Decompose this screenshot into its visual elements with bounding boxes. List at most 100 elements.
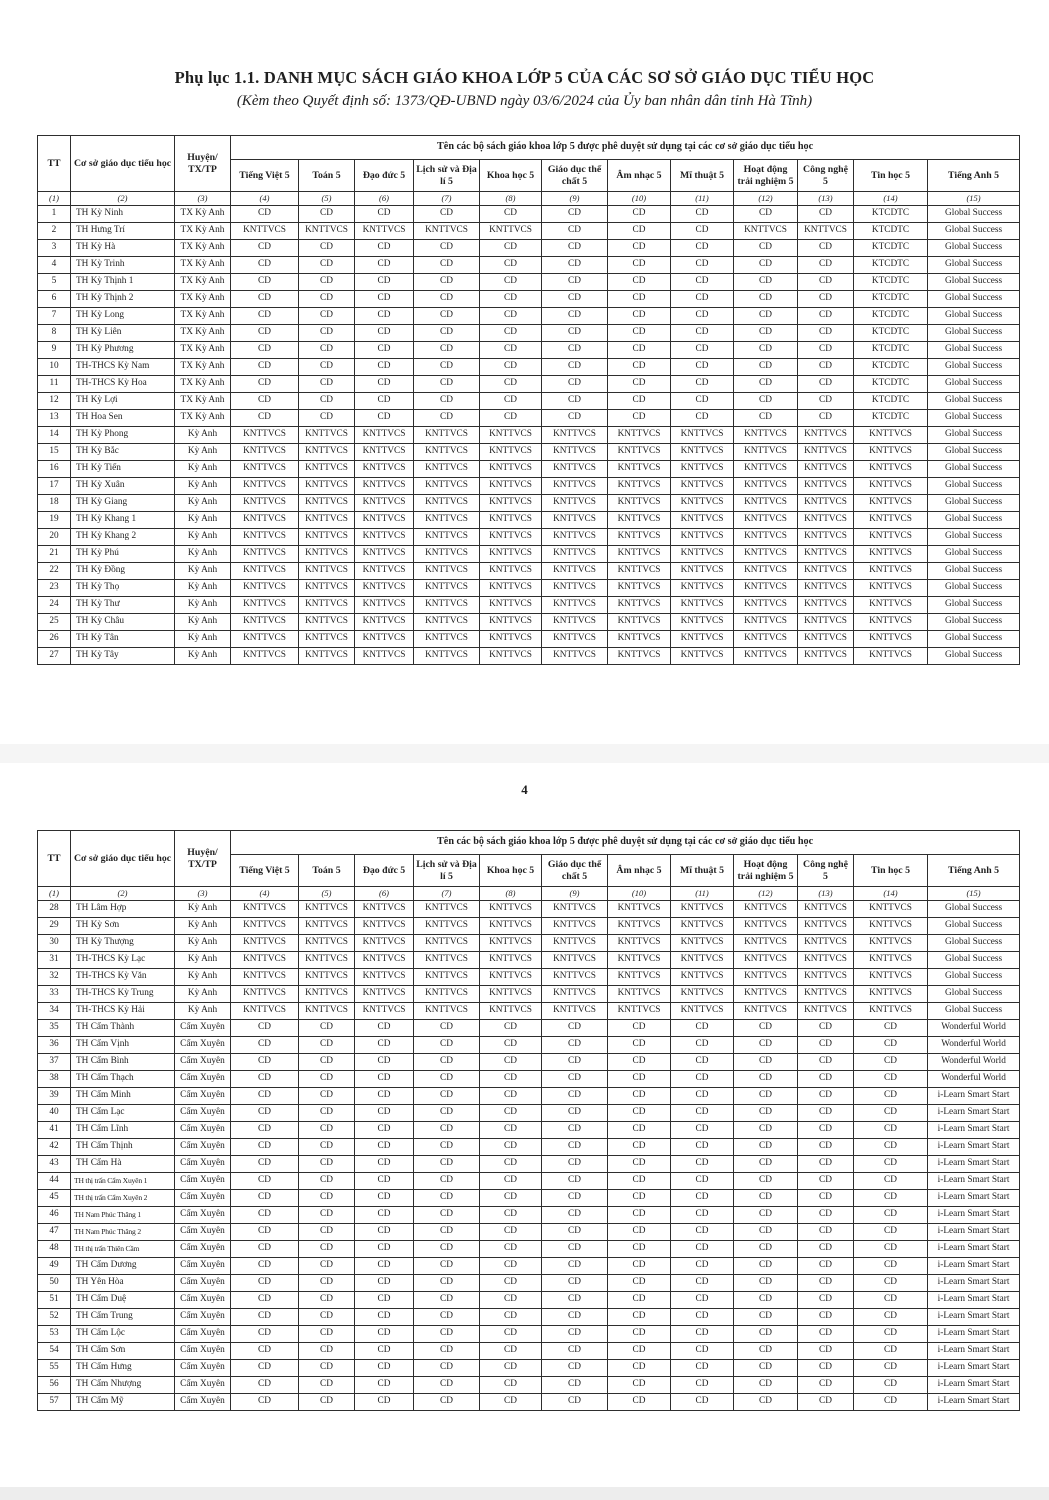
table-row: 27 TH Kỳ Tây Kỳ Anh KNTTVCS KNTTVCS KNTTVCS KN… <box>37 647 1021 665</box>
cell-district: TX Kỳ Anh <box>174 256 231 274</box>
cell-book-series: CD <box>354 290 414 308</box>
cell-book-series: CD <box>853 1087 928 1105</box>
cell-school-name: TH Hoa Sen <box>70 409 175 427</box>
cell-book-series: CD <box>607 1070 671 1088</box>
cell-book-series: CD <box>479 1019 542 1037</box>
cell-book-series: CD <box>607 1325 671 1343</box>
table-row: 28 TH Lâm Hợp Kỳ Anh KNTTVCS KNTTVCS KNTTVCS K… <box>37 900 1021 918</box>
cell-book-series: KNTTVCS <box>298 985 355 1003</box>
cell-school-name: TH Cẩm Bình <box>70 1053 175 1071</box>
cell-book-series: Global Success <box>926 934 1021 952</box>
cell-school-name: TH Kỳ Thọ <box>70 579 175 597</box>
cell-book-series: KNTTVCS <box>479 494 542 512</box>
cell-book-series: CD <box>670 1274 734 1292</box>
cell-book-series: KNTTVCS <box>413 528 480 546</box>
cell-book-series: CD <box>541 358 608 376</box>
cell-book-series: Global Success <box>926 358 1021 376</box>
cell-book-series: CD <box>479 358 542 376</box>
cell-book-series: CD <box>354 1189 414 1207</box>
cell-book-series: Global Success <box>926 1002 1021 1020</box>
cell-book-series: CD <box>797 1359 854 1377</box>
cell-book-series: KNTTVCS <box>853 1002 928 1020</box>
cell-book-series: KNTTVCS <box>797 630 854 648</box>
cell-book-series: CD <box>733 1308 798 1326</box>
cell-book-series: KNTTVCS <box>607 1002 671 1020</box>
cell-book-series: KNTTVCS <box>479 477 542 495</box>
cell-school-name: TH Lâm Hợp <box>70 900 175 918</box>
cell-book-series: CD <box>479 1189 542 1207</box>
cell-tt: 56 <box>37 1376 71 1394</box>
cell-book-series: KNTTVCS <box>230 545 299 563</box>
header-subject: Khoa học 5 <box>479 854 542 887</box>
cell-book-series: KTCDTC <box>853 409 928 427</box>
cell-book-series: Global Success <box>926 239 1021 257</box>
cell-district: Cẩm Xuyên <box>174 1155 231 1173</box>
cell-district: Cẩm Xuyên <box>174 1087 231 1105</box>
cell-book-series: CD <box>797 239 854 257</box>
cell-district: Kỳ Anh <box>174 528 231 546</box>
cell-book-series: KNTTVCS <box>607 968 671 986</box>
cell-book-series: CD <box>607 1172 671 1190</box>
cell-book-series: CD <box>733 1104 798 1122</box>
cell-book-series: CD <box>479 324 542 342</box>
cell-book-series: CD <box>797 1019 854 1037</box>
cell-book-series: Global Success <box>926 307 1021 325</box>
cell-book-series: CD <box>733 358 798 376</box>
cell-book-series: CD <box>670 1189 734 1207</box>
cell-book-series: CD <box>607 1393 671 1411</box>
cell-school-name: TH Cẩm Nhượng <box>70 1376 175 1394</box>
cell-book-series: CD <box>354 1376 414 1394</box>
header-subject: Tiếng Việt 5 <box>230 854 299 887</box>
cell-book-series: CD <box>541 324 608 342</box>
cell-book-series: KNTTVCS <box>853 477 928 495</box>
table-row: 22 TH Kỳ Đồng Kỳ Anh KNTTVCS KNTTVCS KNTTVCS K… <box>37 562 1021 580</box>
cell-book-series: KNTTVCS <box>479 968 542 986</box>
cell-tt: 22 <box>37 562 71 580</box>
cell-tt: 24 <box>37 596 71 614</box>
cell-tt: 13 <box>37 409 71 427</box>
cell-book-series: KNTTVCS <box>541 443 608 461</box>
cell-book-series: CD <box>607 392 671 410</box>
header-subject: Tin học 5 <box>853 159 928 192</box>
cell-book-series: KNTTVCS <box>797 1002 854 1020</box>
cell-book-series: KNTTVCS <box>853 596 928 614</box>
cell-school-name: TH Kỳ Thịnh 1 <box>70 273 175 291</box>
cell-book-series: CD <box>413 375 480 393</box>
cell-district: Kỳ Anh <box>174 985 231 1003</box>
cell-book-series: KNTTVCS <box>733 968 798 986</box>
cell-book-series: CD <box>607 1308 671 1326</box>
cell-book-series: CD <box>797 1240 854 1258</box>
cell-book-series: CD <box>413 1325 480 1343</box>
cell-school-name: TH Kỳ Liên <box>70 324 175 342</box>
cell-tt: 10 <box>37 358 71 376</box>
cell-book-series: CD <box>479 1257 542 1275</box>
cell-book-series: CD <box>670 1376 734 1394</box>
cell-school-name: TH Nam Phúc Thăng 1 <box>70 1206 175 1224</box>
cell-book-series: CD <box>354 1070 414 1088</box>
cell-book-series: CD <box>733 1138 798 1156</box>
cell-book-series: CD <box>733 1223 798 1241</box>
cell-book-series: CD <box>733 1393 798 1411</box>
cell-book-series: CD <box>853 1325 928 1343</box>
cell-book-series: KNTTVCS <box>670 1002 734 1020</box>
cell-book-series: KNTTVCS <box>479 630 542 648</box>
cell-book-series: CD <box>797 1257 854 1275</box>
cell-book-series: CD <box>733 375 798 393</box>
cell-book-series: KNTTVCS <box>230 443 299 461</box>
cell-book-series: CD <box>298 1155 355 1173</box>
cell-book-series: KNTTVCS <box>354 426 414 444</box>
cell-book-series: KNTTVCS <box>230 494 299 512</box>
cell-district: Cẩm Xuyên <box>174 1359 231 1377</box>
cell-book-series: Global Success <box>926 426 1021 444</box>
cell-district: Cẩm Xuyên <box>174 1240 231 1258</box>
cell-book-series: CD <box>733 1070 798 1088</box>
cell-school-name: TH-THCS Kỳ Văn <box>70 968 175 986</box>
cell-book-series: CD <box>733 1240 798 1258</box>
header-subject: Toán 5 <box>298 854 355 887</box>
cell-book-series: CD <box>354 1036 414 1054</box>
cell-book-series: KNTTVCS <box>230 596 299 614</box>
cell-district: Kỳ Anh <box>174 460 231 478</box>
cell-book-series: KNTTVCS <box>413 511 480 529</box>
cell-book-series: CD <box>541 307 608 325</box>
cell-book-series: CD <box>670 1172 734 1190</box>
